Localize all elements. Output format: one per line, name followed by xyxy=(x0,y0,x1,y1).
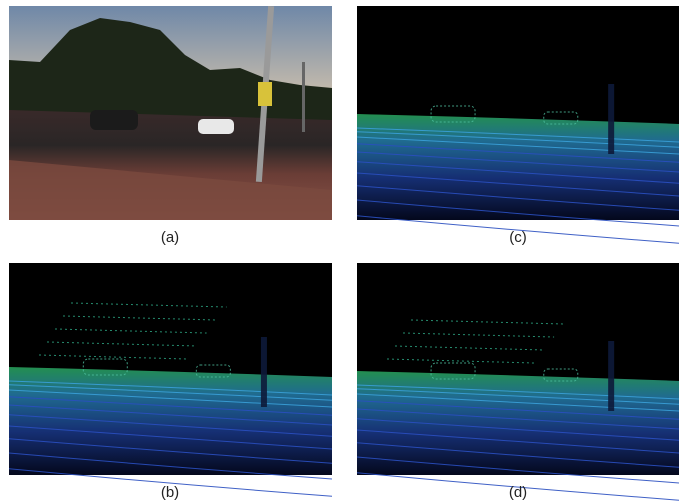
scan-line xyxy=(8,468,333,497)
pole-points xyxy=(608,341,615,411)
scan-line xyxy=(356,442,680,468)
scan-line xyxy=(356,151,680,173)
pole-points xyxy=(260,337,267,407)
trees xyxy=(9,18,332,120)
scan-line xyxy=(356,199,680,227)
scan-line xyxy=(356,185,680,211)
car xyxy=(90,110,138,130)
sign xyxy=(258,82,272,106)
lidar-panel xyxy=(356,6,680,244)
caption: (a) xyxy=(161,229,179,246)
scan-line xyxy=(356,472,680,501)
scan-line xyxy=(356,127,680,143)
scan-line xyxy=(356,136,680,155)
scan-line xyxy=(8,380,333,396)
caption: (d) xyxy=(509,484,527,501)
scan-line xyxy=(402,332,555,338)
scan-line xyxy=(356,456,680,484)
car xyxy=(198,119,234,134)
scan-line xyxy=(8,384,333,401)
car-points xyxy=(430,105,476,123)
scan-line xyxy=(356,131,680,148)
car-points xyxy=(195,364,231,378)
scan-line xyxy=(8,396,333,416)
car-points xyxy=(543,368,579,382)
scan-line xyxy=(356,418,680,441)
scan-line xyxy=(356,172,680,197)
car-points xyxy=(430,362,476,380)
scan-line xyxy=(410,319,565,325)
scan-line xyxy=(356,388,680,405)
scan-line xyxy=(356,393,680,412)
scan-line xyxy=(8,389,333,408)
lidar-panel xyxy=(8,263,333,497)
scan-line xyxy=(356,143,680,163)
scan-line xyxy=(356,161,680,184)
lamp-post xyxy=(302,62,305,132)
caption: (b) xyxy=(161,484,179,501)
car-points xyxy=(82,358,128,376)
pavement xyxy=(9,160,332,220)
scan-line xyxy=(8,452,333,480)
caption: (c) xyxy=(509,229,527,246)
lidar-panel xyxy=(356,263,680,501)
ground-points xyxy=(357,114,679,220)
scan-line xyxy=(8,425,333,450)
scan-line xyxy=(356,408,680,430)
scan-line xyxy=(70,302,227,308)
scan-line xyxy=(356,215,680,244)
pole-points xyxy=(608,84,615,154)
scan-line xyxy=(8,438,333,464)
scan-line xyxy=(54,328,207,334)
scan-line xyxy=(356,384,680,400)
scan-line xyxy=(8,404,333,426)
scan-line xyxy=(356,400,680,420)
car-points xyxy=(543,111,579,125)
scan-line xyxy=(62,315,217,321)
scan-line xyxy=(8,414,333,437)
scan-line xyxy=(356,429,680,454)
photo-panel xyxy=(9,6,332,220)
